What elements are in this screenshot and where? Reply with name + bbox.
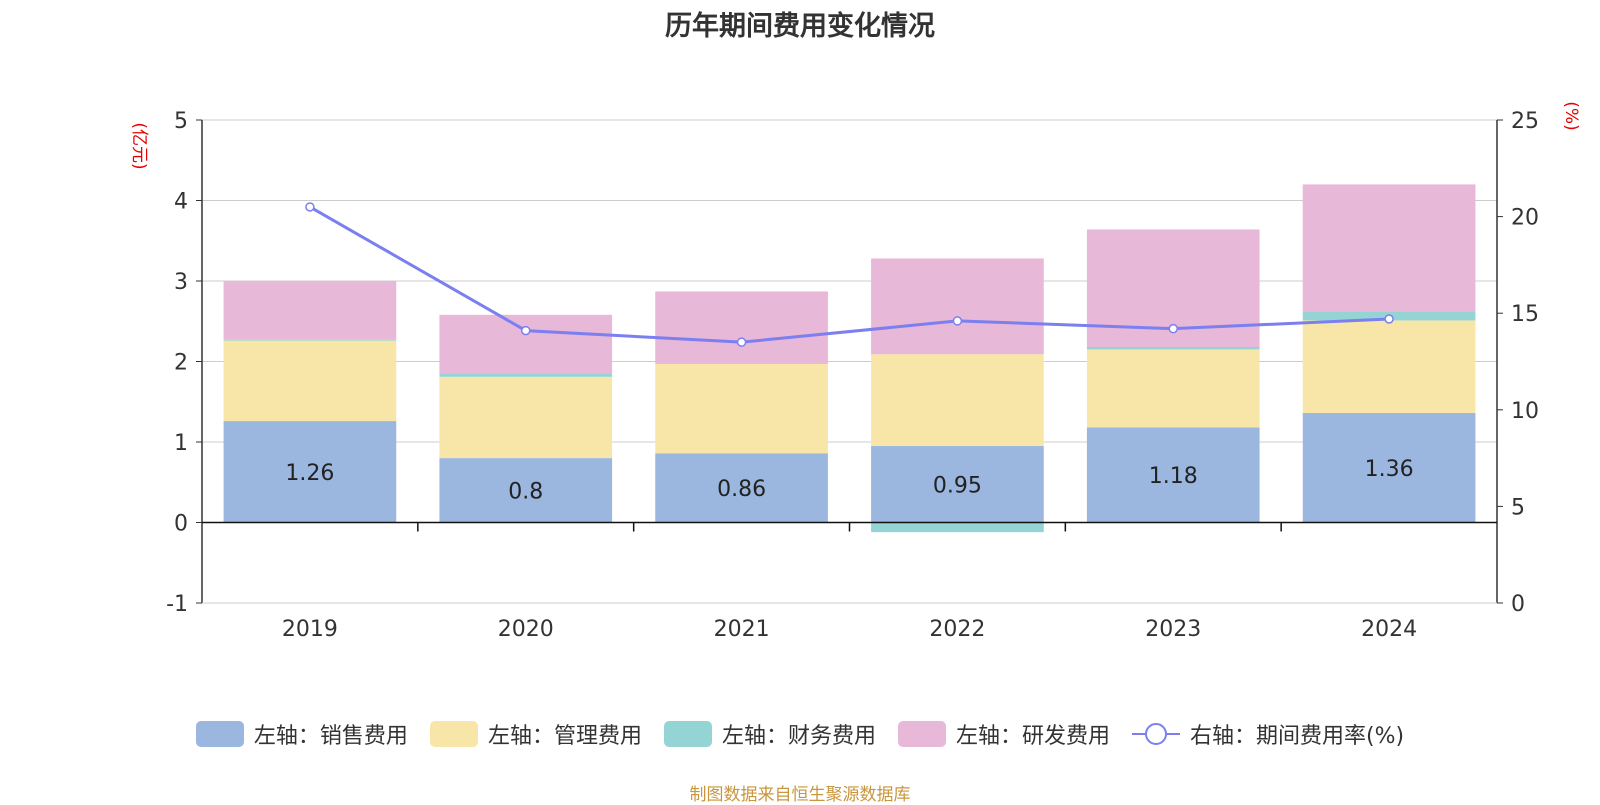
legend-item[interactable]: 右轴：期间费用率(%) — [1131, 718, 1405, 750]
bar-segment-4 — [1302, 184, 1476, 312]
legend-swatch — [897, 721, 946, 747]
left-tick-label: -1 — [166, 592, 188, 617]
rate-point — [736, 337, 747, 347]
bar-segment-1 — [655, 453, 828, 523]
bar-segment-1 — [223, 421, 397, 523]
right-tick-label: 10 — [1511, 399, 1539, 424]
rate-point — [1168, 323, 1178, 334]
right-tick-label: 15 — [1511, 302, 1539, 327]
rate-point — [952, 316, 963, 326]
legend-item[interactable]: 左轴：财务费用 — [663, 718, 876, 750]
bar-segment-2 — [223, 340, 397, 422]
left-tick-label: 5 — [174, 109, 188, 134]
legend-label: 左轴：研发费用 — [955, 724, 1110, 749]
right-tick-label: 25 — [1511, 109, 1539, 134]
left-tick-label: 4 — [174, 190, 188, 215]
legend-label: 左轴：销售费用 — [253, 724, 408, 749]
bar-segment-1 — [871, 446, 1044, 523]
bar-segment-4 — [223, 281, 397, 340]
bar-segment-3 — [223, 339, 397, 341]
bar-segment-3 — [1086, 347, 1260, 350]
bar-segment-3 — [655, 363, 828, 364]
legend: 左轴：销售费用 左轴：管理费用 左轴：财务费用 左轴：研发费用 右轴：期间费用率(%) — [0, 718, 1600, 750]
bar-segment-4 — [871, 258, 1044, 355]
right-tick-label: 5 — [1511, 495, 1525, 520]
legend-item[interactable]: 左轴：管理费用 — [429, 718, 642, 750]
right-axis-unit: (%) — [1561, 101, 1581, 130]
rate-point — [521, 325, 531, 336]
x-tick-label: 2024 — [1361, 617, 1417, 642]
bar-segment-4 — [439, 314, 613, 374]
legend-label: 右轴：期间费用率(%) — [1189, 724, 1405, 749]
x-tick-label: 2020 — [498, 617, 554, 642]
x-tick-label: 2021 — [714, 617, 770, 642]
bar-segment-1 — [1302, 413, 1476, 523]
x-tick-label: 2023 — [1145, 617, 1201, 642]
data-label: 1.26 — [285, 461, 334, 486]
source-note: 制图数据来自恒生聚源数据库 — [689, 785, 911, 805]
legend-label: 左轴：财务费用 — [721, 724, 876, 749]
chart-plot: -1 0 1 2 3 4 5 0 5 10 15 20 25 1.26 2019 0.8 2020 0.86 202… — [129, 101, 1581, 642]
bar-segment-1 — [1086, 427, 1260, 523]
chart-title: 历年期间费用变化情况 — [665, 11, 935, 42]
left-tick-label: 0 — [174, 512, 188, 537]
bar-segment-3 — [439, 373, 613, 377]
rate-point — [305, 202, 315, 212]
bar-segment-2 — [1302, 320, 1476, 414]
left-axis-unit: (亿元) — [129, 122, 149, 169]
bar-segment-2 — [439, 376, 613, 459]
right-tick-label: 0 — [1511, 592, 1525, 617]
bar-segment-1 — [439, 458, 613, 523]
bar-segment-4 — [655, 291, 828, 364]
data-label: 0.86 — [717, 477, 766, 502]
legend-swatch — [195, 721, 244, 747]
data-label: 0.8 — [508, 479, 543, 504]
bar-segment-2 — [1086, 349, 1260, 428]
legend-item[interactable]: 左轴：研发费用 — [897, 718, 1110, 750]
bar-segment-2 — [655, 363, 828, 454]
left-tick-label: 1 — [174, 431, 188, 456]
rate-line — [309, 205, 1390, 344]
legend-swatch — [663, 721, 712, 747]
left-tick-label: 3 — [174, 270, 188, 295]
data-label: 1.18 — [1149, 464, 1198, 489]
legend-swatch — [429, 721, 478, 747]
right-tick-label: 20 — [1511, 206, 1539, 231]
legend-swatch — [1131, 723, 1180, 745]
data-label: 1.36 — [1365, 457, 1414, 482]
rate-point — [1384, 314, 1394, 324]
bar-segment-2 — [871, 354, 1044, 447]
data-label: 0.95 — [933, 473, 982, 498]
legend-item[interactable]: 左轴：销售费用 — [195, 718, 408, 750]
legend-label: 左轴：管理费用 — [487, 724, 642, 749]
left-tick-label: 2 — [174, 351, 188, 376]
x-tick-label: 2022 — [929, 617, 985, 642]
x-tick-label: 2019 — [282, 617, 338, 642]
bar-segment-3 — [871, 522, 1044, 533]
